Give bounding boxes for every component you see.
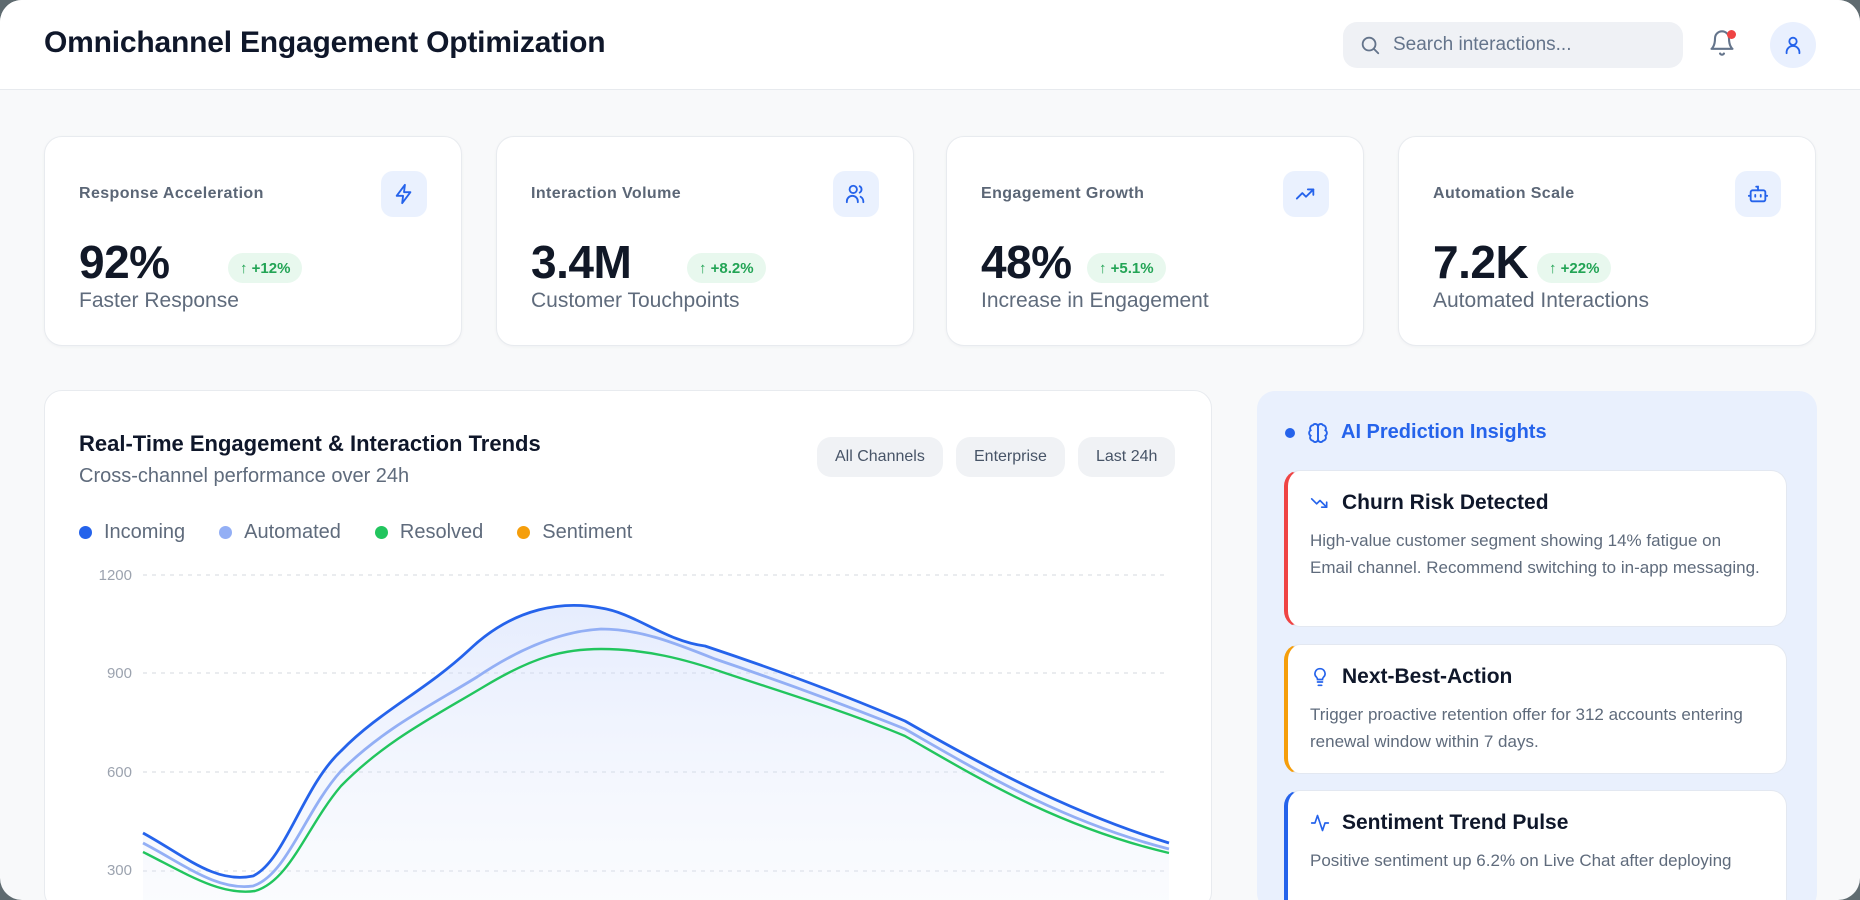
kpi-change-badge: ↑ +8.2% bbox=[687, 253, 766, 283]
ai-panel-header: AI Prediction Insights bbox=[1285, 421, 1547, 444]
bell-icon bbox=[1710, 30, 1734, 56]
chart-subtitle: Cross-channel performance over 24h bbox=[79, 465, 410, 487]
kpi-label: Engagement Growth bbox=[981, 185, 1145, 202]
insight-body: Trigger proactive retention offer for 31… bbox=[1310, 705, 1743, 751]
lightbulb-icon bbox=[1314, 667, 1326, 687]
kpi-change-badge: ↑ +22% bbox=[1537, 253, 1612, 283]
search-box[interactable] bbox=[1343, 22, 1683, 68]
legend-dot bbox=[517, 526, 531, 539]
kpi-value: 3.4M bbox=[531, 236, 632, 288]
notification-badge bbox=[1727, 30, 1736, 39]
trending-down-icon bbox=[1310, 498, 1328, 508]
chart-legend: Incoming Automated Resolved Sentiment bbox=[79, 521, 632, 544]
insight-title: Sentiment Trend Pulse bbox=[1310, 811, 1568, 835]
search-icon bbox=[1361, 36, 1380, 55]
kpi-label: Automation Scale bbox=[1433, 185, 1575, 202]
line-chart-plot bbox=[142, 574, 1170, 900]
filter-enterprise[interactable]: Enterprise bbox=[956, 437, 1065, 477]
kpi-card-interaction-volume: Interaction Volume 3.4M ↑ +8.2% Customer… bbox=[496, 136, 914, 346]
kpi-change-badge: ↑ +12% bbox=[228, 253, 303, 283]
kpi-value: 7.2K bbox=[1433, 236, 1529, 288]
kpi-icon-box bbox=[1735, 171, 1781, 217]
insight-title: Churn Risk Detected bbox=[1310, 491, 1549, 515]
kpi-change-badge: ↑ +5.1% bbox=[1087, 253, 1166, 283]
legend-label: Resolved bbox=[399, 521, 484, 543]
legend-resolved[interactable]: Resolved bbox=[374, 521, 484, 544]
insight-title: Next-Best-Action bbox=[1310, 665, 1512, 689]
kpi-card-engagement-growth: Engagement Growth 48% ↑ +5.1% Increase i… bbox=[946, 136, 1364, 346]
page-title: Omnichannel Engagement Optimization bbox=[44, 26, 606, 59]
users-icon bbox=[845, 184, 865, 204]
legend-label: Automated bbox=[244, 521, 341, 543]
ai-insights-panel: AI Prediction Insights Churn Risk Detect… bbox=[1257, 391, 1817, 900]
legend-sentiment[interactable]: Sentiment bbox=[517, 521, 632, 544]
search-input[interactable] bbox=[1393, 34, 1663, 56]
kpi-label: Interaction Volume bbox=[531, 185, 682, 202]
insight-body: High-value customer segment showing 14% … bbox=[1310, 531, 1760, 577]
incoming-area bbox=[143, 605, 1169, 900]
live-indicator-dot bbox=[1285, 427, 1295, 438]
kpi-icon-box bbox=[833, 171, 879, 217]
kpi-icon-box bbox=[1283, 171, 1329, 217]
insight-card-sentiment-pulse[interactable]: Sentiment Trend Pulse Positive sentiment… bbox=[1284, 790, 1787, 900]
trending-up-icon bbox=[1295, 188, 1315, 200]
filter-all-channels[interactable]: All Channels bbox=[817, 437, 943, 477]
legend-dot bbox=[374, 526, 388, 539]
y-tick-900: 900 bbox=[106, 665, 132, 682]
kpi-value: 92% bbox=[79, 236, 170, 288]
profile-button[interactable] bbox=[1770, 22, 1816, 68]
legend-dot bbox=[79, 526, 92, 539]
zap-icon bbox=[395, 183, 412, 205]
kpi-card-automation-scale: Automation Scale 7.2K ↑ +22% Automated I… bbox=[1398, 136, 1816, 346]
incoming-line bbox=[142, 604, 1170, 879]
kpi-label: Response Acceleration bbox=[79, 185, 264, 202]
insight-card-next-best-action[interactable]: Next-Best-Action Trigger proactive reten… bbox=[1284, 644, 1787, 774]
trends-chart-card: Real-Time Engagement & Interaction Trend… bbox=[44, 390, 1212, 900]
kpi-icon-box bbox=[381, 171, 427, 217]
kpi-subtitle: Increase in Engagement bbox=[981, 289, 1209, 312]
kpi-value: 48% bbox=[981, 236, 1072, 288]
chart-title: Real-Time Engagement & Interaction Trend… bbox=[79, 431, 541, 456]
filter-last-24h[interactable]: Last 24h bbox=[1078, 437, 1176, 477]
insight-body: Positive sentiment up 6.2% on Live Chat … bbox=[1310, 851, 1732, 870]
kpi-subtitle: Customer Touchpoints bbox=[531, 289, 740, 312]
y-tick-600: 600 bbox=[106, 764, 132, 781]
user-icon bbox=[1785, 36, 1801, 55]
legend-label: Incoming bbox=[104, 521, 186, 543]
y-tick-300: 300 bbox=[106, 862, 132, 879]
y-tick-1200: 1200 bbox=[98, 567, 132, 584]
kpi-card-response-acceleration: Response Acceleration 92% ↑ +12% Faster … bbox=[44, 136, 462, 346]
legend-label: Sentiment bbox=[542, 521, 633, 543]
legend-incoming[interactable]: Incoming bbox=[79, 521, 185, 544]
brain-icon bbox=[1308, 422, 1328, 443]
legend-dot bbox=[219, 526, 233, 539]
activity-icon bbox=[1310, 814, 1330, 832]
insight-card-churn-risk[interactable]: Churn Risk Detected High-value customer … bbox=[1284, 470, 1787, 627]
notifications-button[interactable] bbox=[1708, 28, 1738, 60]
ai-panel-title: AI Prediction Insights bbox=[1341, 421, 1547, 443]
legend-automated[interactable]: Automated bbox=[219, 521, 341, 544]
kpi-subtitle: Automated Interactions bbox=[1433, 289, 1649, 312]
bot-icon bbox=[1747, 185, 1769, 203]
automated-line bbox=[142, 627, 1170, 889]
top-header: Omnichannel Engagement Optimization bbox=[0, 0, 1860, 90]
kpi-subtitle: Faster Response bbox=[79, 289, 239, 312]
